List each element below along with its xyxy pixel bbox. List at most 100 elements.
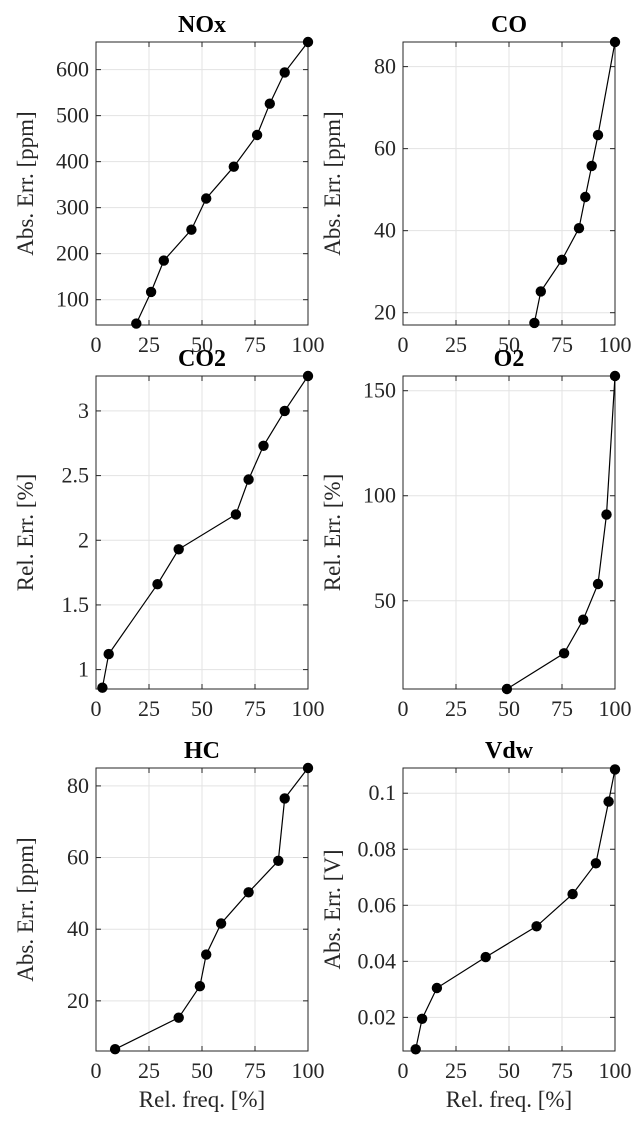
chart-0-data-point (201, 193, 212, 204)
chart-5-title: Vdw (485, 738, 534, 764)
chart-1-y-tick-label: 80 (374, 54, 396, 79)
chart-4-title: HC (184, 738, 220, 764)
chart-2-data-point (243, 474, 254, 485)
chart-0-data-point (158, 255, 169, 266)
chart-0-series-line (135, 41, 309, 324)
chart-0-data-point (186, 224, 197, 235)
chart-4-data-point (273, 855, 284, 866)
chart-1-data-point (609, 36, 621, 48)
chart-3-y-tick-label: 150 (363, 378, 396, 403)
chart-0-y-tick-label: 300 (56, 195, 89, 220)
chart-4-data-point (215, 918, 227, 929)
chart-4-x-tick-label: 75 (244, 1058, 266, 1083)
chart-4-data-point (279, 793, 290, 804)
chart-5-data-point (609, 764, 621, 775)
chart-4-x-tick-label: 100 (292, 1058, 325, 1083)
chart-1-x-tick-label: 25 (445, 332, 467, 357)
chart-3-x-tick-label: 50 (498, 696, 520, 721)
chart-1-data-point (586, 160, 597, 172)
chart-5-data-point (603, 796, 614, 807)
chart-3-data-point (501, 683, 513, 695)
chart-2-series-line (101, 375, 309, 688)
chart-2-data-point (230, 509, 242, 520)
chart-2-y-tick-label: 2.5 (62, 463, 90, 488)
chart-3-series-line (506, 375, 616, 690)
chart-4-y-tick-label: 60 (67, 845, 89, 870)
chart-3-data-point (558, 648, 570, 659)
chart-2-data-point (152, 579, 163, 590)
chart-5-data-point (567, 888, 578, 900)
chart-5-data-point (431, 982, 443, 994)
chart-0-data-point (302, 36, 314, 48)
chart-0-x-tick-label: 0 (91, 332, 102, 357)
chart-1-data-point (535, 286, 546, 297)
chart-5-x-tick-label: 50 (498, 1058, 520, 1083)
chart-3-data-point (578, 614, 589, 625)
chart-0-y-tick-label: 500 (56, 103, 89, 128)
chart-2-title: CO2 (178, 346, 226, 372)
chart-5-data-point (410, 1044, 421, 1055)
chart-1-data-point (556, 254, 568, 265)
chart-2-data-point (302, 370, 314, 382)
chart-5-y-tick-label: 0.02 (358, 1004, 397, 1029)
chart-2-data-point (173, 544, 184, 555)
chart-3-title: O2 (494, 346, 525, 372)
chart-2-data-point (258, 440, 269, 451)
chart-0-title: NOx (178, 12, 226, 38)
chart-1-y-tick-label: 20 (374, 300, 396, 325)
chart-1-data-point (573, 223, 585, 234)
chart-3-data-point (592, 578, 604, 590)
chart-3-x-tick-label: 0 (398, 696, 409, 721)
chart-0-y-axis-label: Abs. Err. [ppm] (13, 111, 38, 255)
chart-2-x-tick-label: 75 (244, 696, 266, 721)
chart-4-data-point (302, 762, 314, 774)
chart-3-x-tick-label: 100 (599, 696, 632, 721)
chart-2-x-tick-label: 50 (191, 696, 213, 721)
chart-5-y-tick-label: 0.06 (358, 892, 397, 917)
chart-5-x-axis-label: Rel. freq. [%] (446, 1087, 572, 1112)
chart-4-data-point (243, 887, 254, 898)
chart-3-data-point (609, 370, 621, 382)
chart-0-y-tick-label: 100 (56, 287, 89, 312)
chart-0-x-tick-label: 50 (191, 332, 213, 357)
chart-5-data-point (416, 1013, 428, 1024)
chart-0-data-point (145, 286, 157, 298)
chart-4-data-point (173, 1012, 184, 1023)
chart-3-y-axis-label: Rel. Err. [%] (320, 474, 345, 592)
chart-2-data-point (103, 648, 114, 660)
chart-5-x-tick-label: 25 (445, 1058, 467, 1083)
chart-4-y-tick-label: 40 (67, 916, 89, 941)
chart-4-data-point (194, 981, 206, 992)
chart-5-y-tick-label: 0.1 (369, 780, 397, 805)
chart-2-data-point (97, 682, 108, 693)
chart-0-data-point (131, 318, 142, 329)
chart-2-y-tick-label: 1.5 (62, 592, 90, 617)
chart-1-x-tick-label: 50 (498, 332, 520, 357)
chart-4-x-tick-label: 25 (138, 1058, 160, 1083)
chart-1-data-point (580, 191, 591, 203)
chart-0-x-tick-label: 100 (292, 332, 325, 357)
chart-4-x-tick-label: 50 (191, 1058, 213, 1083)
chart-0-x-tick-label: 75 (244, 332, 266, 357)
chart-5-data-point (590, 858, 602, 869)
chart-3-x-tick-label: 75 (551, 696, 573, 721)
chart-5-x-tick-label: 0 (398, 1058, 409, 1083)
chart-0-data-point (264, 98, 275, 109)
chart-4-data-point (109, 1044, 121, 1055)
chart-0-data-point (279, 67, 290, 78)
chart-2-data-point (279, 405, 290, 417)
chart-4-y-tick-label: 20 (67, 988, 89, 1013)
chart-1-y-axis-label: Abs. Err. [ppm] (320, 111, 345, 255)
chart-5-y-tick-label: 0.04 (358, 948, 397, 973)
chart-1-x-tick-label: 75 (551, 332, 573, 357)
chart-1-data-point (592, 129, 604, 141)
chart-5-data-point (480, 951, 491, 963)
chart-3-y-tick-label: 50 (374, 588, 396, 613)
chart-4-x-tick-label: 0 (91, 1058, 102, 1083)
chart-4-series-line (114, 767, 309, 1050)
chart-4-y-axis-label: Abs. Err. [ppm] (13, 837, 38, 981)
chart-2-x-tick-label: 0 (91, 696, 102, 721)
chart-5-y-axis-label: Abs. Err. [V] (320, 849, 345, 969)
chart-3-data-point (601, 509, 612, 520)
